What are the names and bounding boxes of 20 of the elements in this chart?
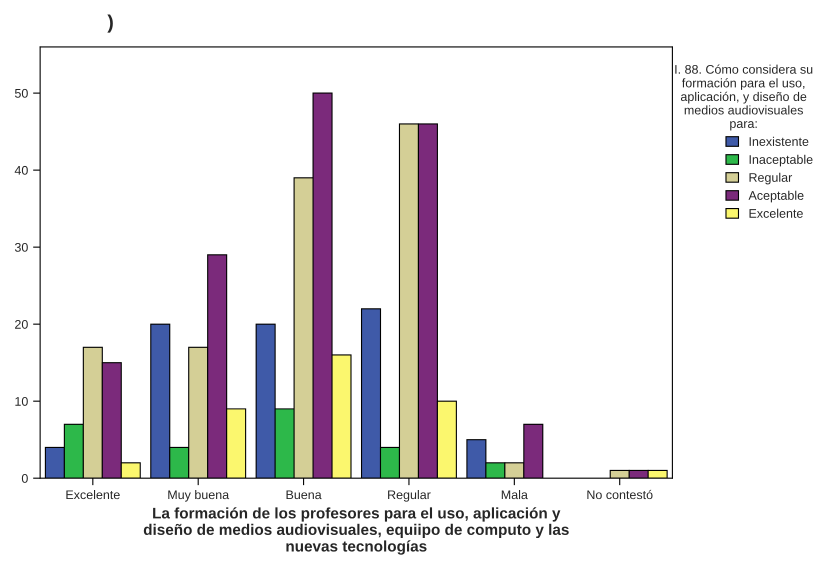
x-tick-label: Muy buena xyxy=(168,490,230,502)
x-axis-title: La formación de los profesores para el uso, aplicación y diseño de medios audiovisuales, equiipo de computo y las nuevas tecnologías xyxy=(144,507,569,555)
legend-title: I. 88. Cómo considera su formación para el uso, aplicación, y diseño de medios audiovisuales para: xyxy=(675,64,812,130)
chart-title: ) xyxy=(107,14,113,33)
y-tick-label: 20 xyxy=(15,320,28,329)
y-tick-label: 0 xyxy=(22,474,28,483)
x-tick-label: Buena xyxy=(286,490,322,500)
x-tick-label: Regular xyxy=(388,490,431,502)
legend-label: Excelente xyxy=(750,208,803,218)
x-tick-label: Excelente xyxy=(66,490,120,500)
y-tick-label: 30 xyxy=(14,242,28,252)
legend-label: Inexistente xyxy=(750,136,808,146)
y-tick-label: 50 xyxy=(14,88,28,98)
legend-label: Regular xyxy=(750,172,792,184)
x-tick-label: No contestó xyxy=(587,490,653,500)
x-tick-label: Mala xyxy=(502,490,528,500)
legend-label: Aceptable xyxy=(748,190,804,202)
y-tick-label: 10 xyxy=(15,396,28,406)
legend-label: Inaceptable xyxy=(750,154,813,166)
y-tick-label: 40 xyxy=(14,166,28,175)
